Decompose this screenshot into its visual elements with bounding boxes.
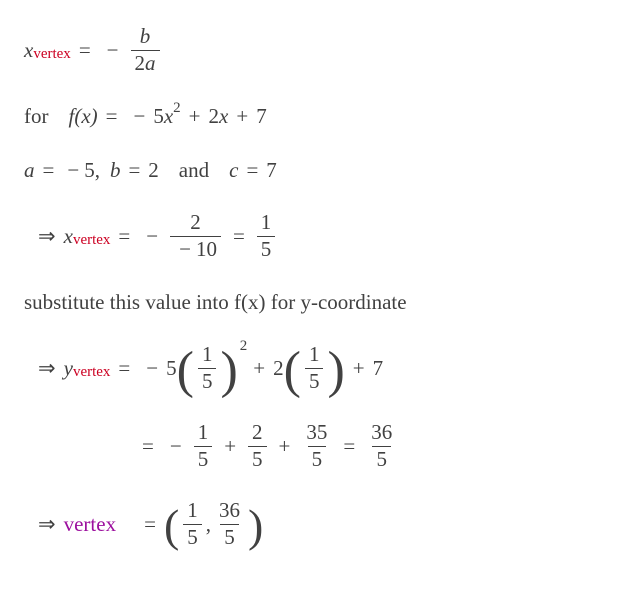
denominator: 5 xyxy=(194,446,213,471)
denominator: 5 xyxy=(308,446,327,471)
fraction: 1 5 xyxy=(198,343,217,392)
numerator: 35 xyxy=(302,421,331,445)
denominator: 5 xyxy=(372,446,391,471)
fraction: 1 5 xyxy=(257,211,276,260)
equals: = xyxy=(343,434,355,459)
fraction: 36 5 xyxy=(367,421,396,470)
plus: + xyxy=(236,104,248,129)
eq-line-1: xvertex = − b 2a xyxy=(24,20,614,80)
val-b: 2 xyxy=(148,158,159,183)
numerator: 2 xyxy=(186,211,205,235)
equals: = xyxy=(118,224,130,249)
neg: − xyxy=(146,356,158,381)
var-x: x xyxy=(219,104,228,129)
denominator: 5 xyxy=(220,524,239,549)
fraction: 1 5 xyxy=(194,421,213,470)
fraction: b 2a xyxy=(131,25,160,74)
substitute-text: substitute this value into f(x) for y-co… xyxy=(24,290,407,315)
coef-5: 5 xyxy=(166,356,177,381)
subscript-vertex: vertex xyxy=(73,232,110,249)
fraction: 1 5 xyxy=(305,343,324,392)
var-x: x xyxy=(64,224,73,249)
var-x: x xyxy=(164,104,173,129)
eq-line-3: a = − 5, b = 2 and c = 7 xyxy=(24,152,614,188)
const-7: 7 xyxy=(373,356,384,381)
equals: = xyxy=(106,104,118,129)
plus: + xyxy=(189,104,201,129)
denominator: 5 xyxy=(183,524,202,549)
numerator: 36 xyxy=(215,499,244,523)
eq-line-7: = − 1 5 + 2 5 + 35 5 = 36 5 xyxy=(24,416,614,476)
arrow-icon: ⇒ xyxy=(38,356,56,381)
denominator: 5 xyxy=(305,368,324,393)
equals: = xyxy=(142,434,154,459)
text-and: and xyxy=(179,158,209,183)
subscript-vertex: vertex xyxy=(33,46,70,63)
arrow-icon: ⇒ xyxy=(38,224,56,249)
numerator: 1 xyxy=(198,343,217,367)
equals: = xyxy=(43,158,55,183)
neg: − xyxy=(146,224,158,249)
fraction: 35 5 xyxy=(302,421,331,470)
fraction: 2 −10 xyxy=(170,211,221,260)
numerator: 36 xyxy=(367,421,396,445)
paren-x: (x) xyxy=(74,104,97,129)
exp-2: 2 xyxy=(240,338,248,355)
equals: = xyxy=(128,158,140,183)
coef-2: 2 xyxy=(273,356,284,381)
equals: = xyxy=(79,38,91,63)
var-y: y xyxy=(64,356,73,381)
const-7: 7 xyxy=(256,104,267,129)
text-line-5: substitute this value into f(x) for y-co… xyxy=(24,284,614,320)
fraction: 36 5 xyxy=(215,499,244,548)
eq-line-4: ⇒ xvertex = − 2 −10 = 1 5 xyxy=(24,206,614,266)
equals: = xyxy=(233,224,245,249)
comma: , xyxy=(206,512,211,537)
equals: = xyxy=(118,356,130,381)
coef-2: 2 xyxy=(209,104,220,129)
plus: + xyxy=(253,356,265,381)
vertex-label: vertex xyxy=(64,512,116,537)
arrow-icon: ⇒ xyxy=(38,512,56,537)
eq-line-6: ⇒ yvertex = − 5 ( 1 5 )2 + 2 ( 1 5 ) + 7 xyxy=(24,338,614,398)
numerator: 1 xyxy=(305,343,324,367)
neg: − xyxy=(170,434,182,459)
var-b: b xyxy=(110,158,121,183)
coef-5: 5 xyxy=(153,104,164,129)
numerator: b xyxy=(136,25,155,49)
denominator: −10 xyxy=(170,236,221,261)
subscript-vertex: vertex xyxy=(73,364,110,381)
eq-line-8: ⇒ vertex = ( 1 5 , 36 5 ) xyxy=(24,494,614,554)
equals: = xyxy=(246,158,258,183)
denominator: 2a xyxy=(131,50,160,75)
denominator: 5 xyxy=(198,368,217,393)
neg: − xyxy=(134,104,146,129)
equals: = xyxy=(144,512,156,537)
neg: − xyxy=(107,38,119,63)
exp-2: 2 xyxy=(173,100,181,117)
text-for: for xyxy=(24,104,49,129)
eq-line-2: for f(x) = − 5x2 + 2x + 7 xyxy=(24,98,614,134)
numerator: 1 xyxy=(183,499,202,523)
plus: + xyxy=(353,356,365,381)
fraction: 2 5 xyxy=(248,421,267,470)
var-x: x xyxy=(24,38,33,63)
var-a: a xyxy=(24,158,35,183)
numerator: 1 xyxy=(257,211,276,235)
val-c: 7 xyxy=(266,158,277,183)
plus: + xyxy=(224,434,236,459)
fraction: 1 5 xyxy=(183,499,202,548)
numerator: 1 xyxy=(194,421,213,445)
denominator: 5 xyxy=(257,236,276,261)
var-c: c xyxy=(229,158,238,183)
plus: + xyxy=(279,434,291,459)
val-a: 5, xyxy=(84,158,100,183)
denominator: 5 xyxy=(248,446,267,471)
numerator: 2 xyxy=(248,421,267,445)
neg: − xyxy=(67,158,79,183)
